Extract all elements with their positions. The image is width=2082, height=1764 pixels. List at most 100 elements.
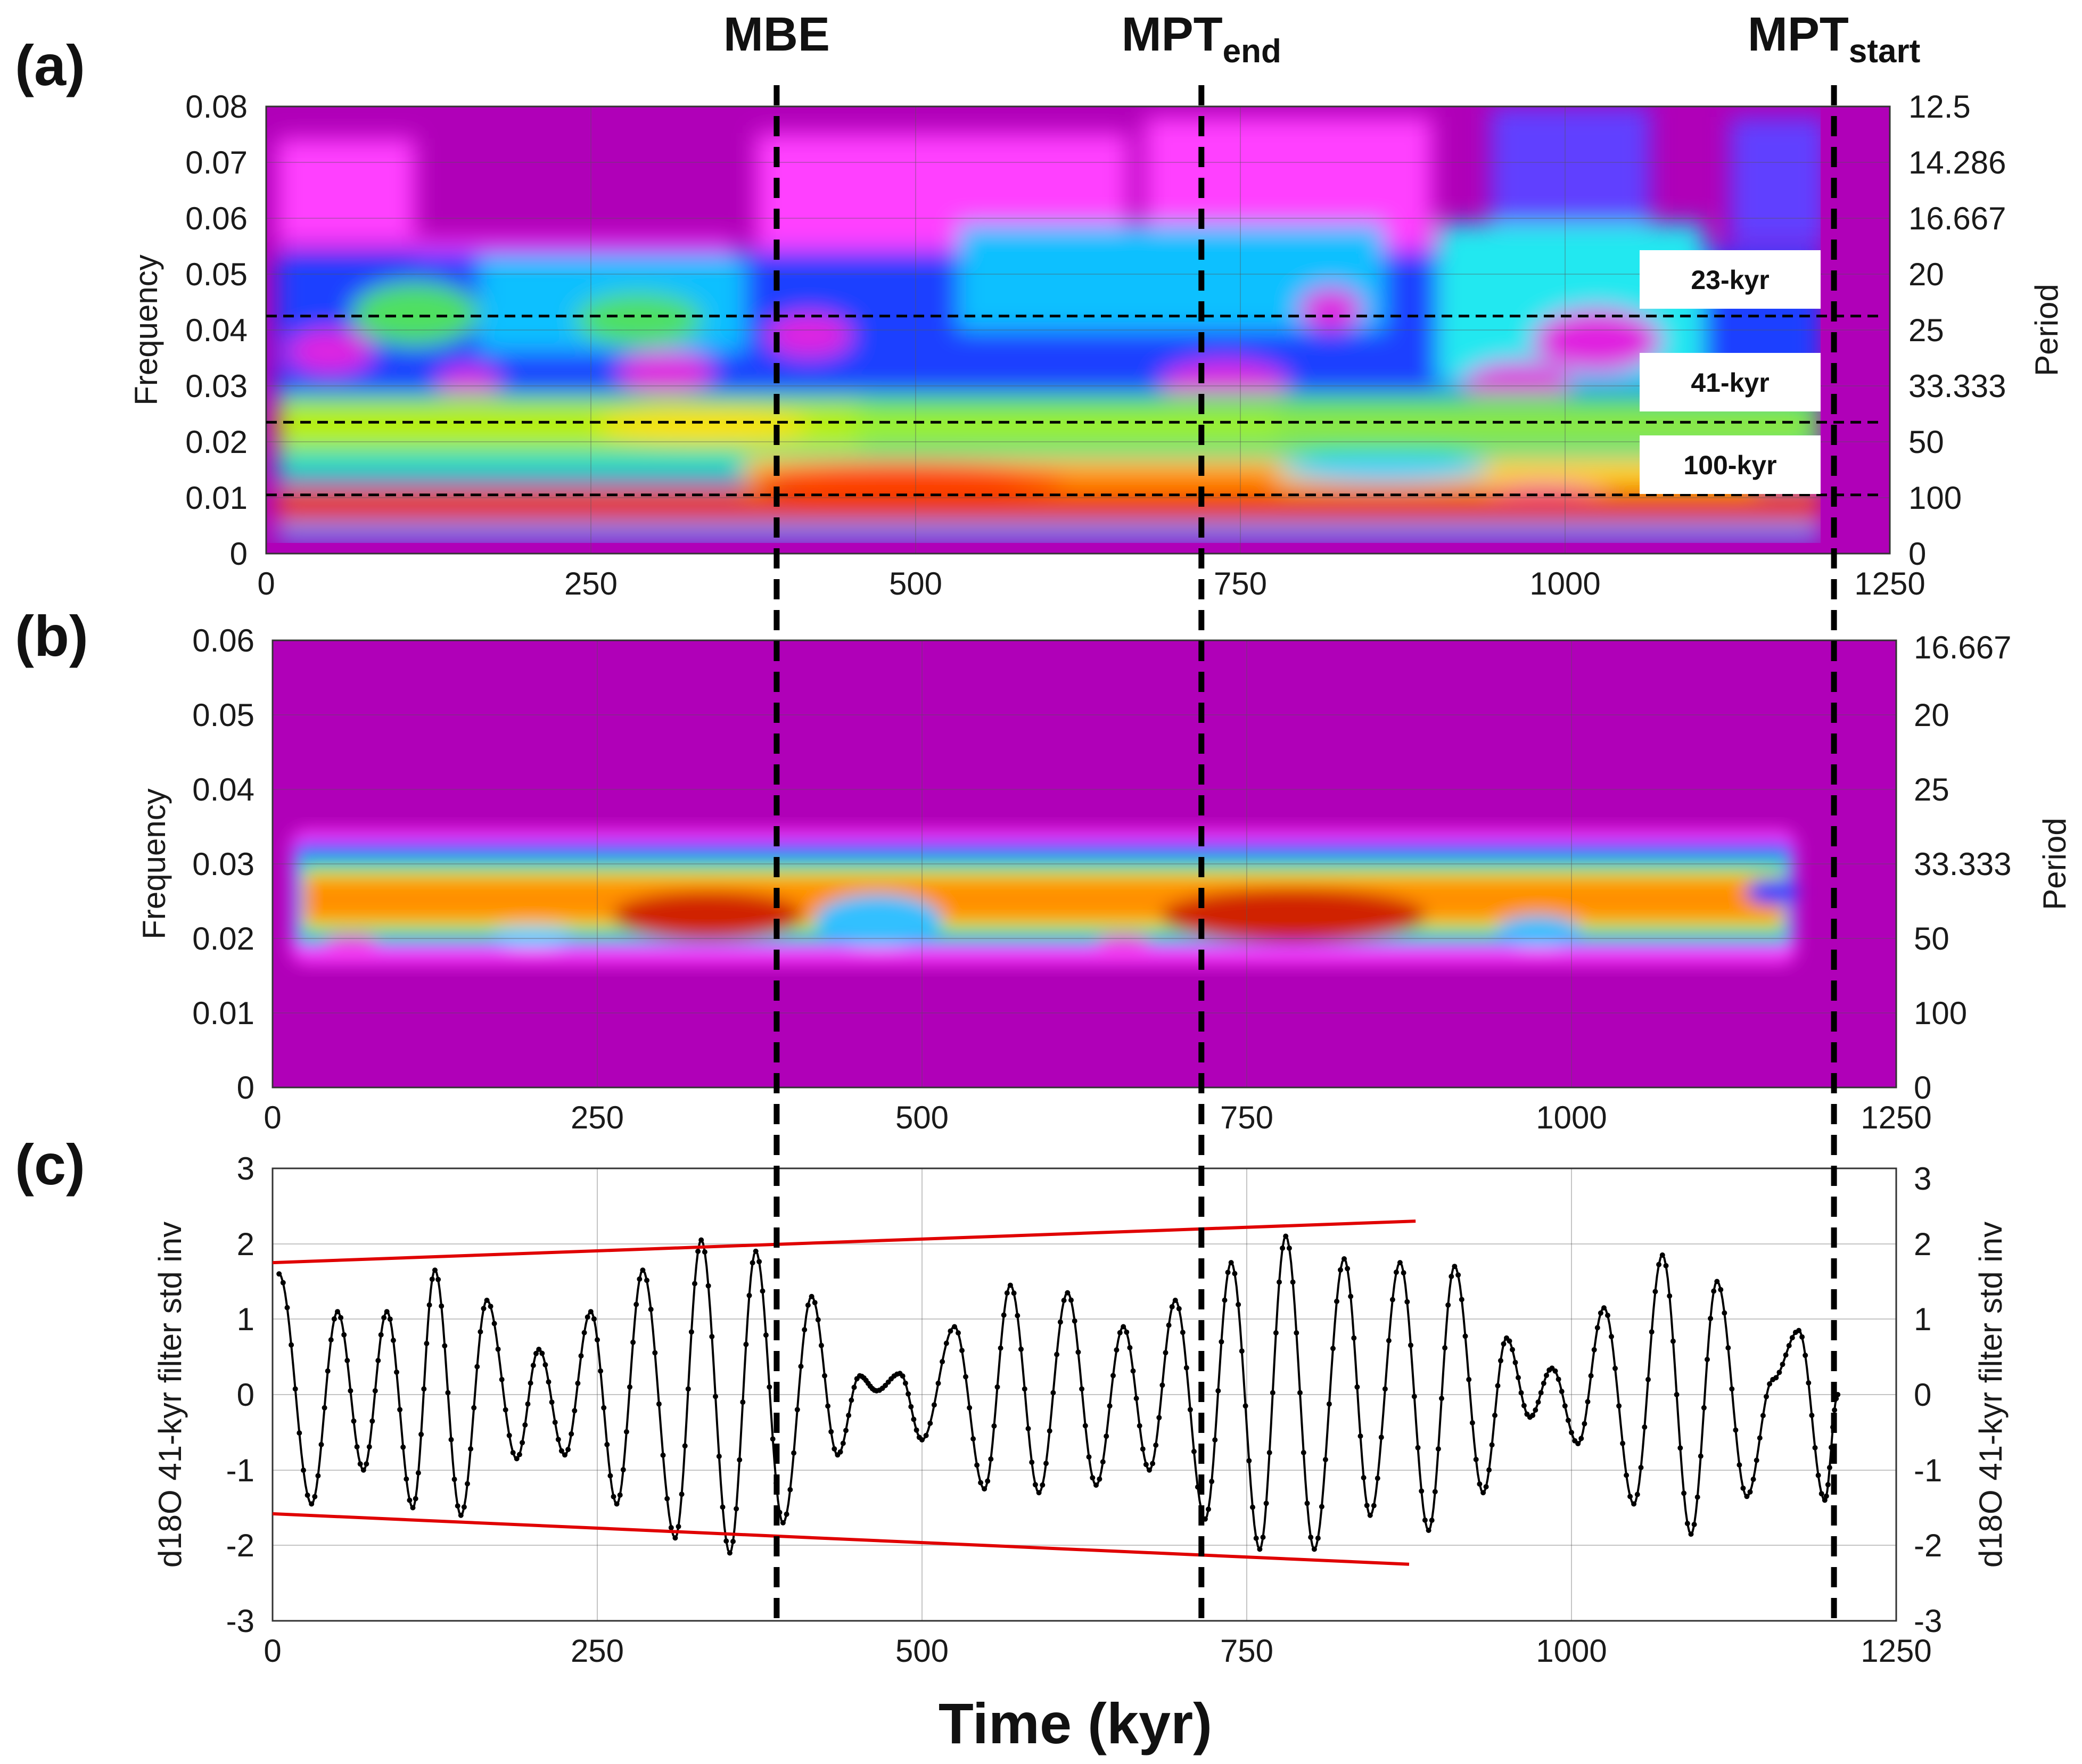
series-point [1449,1274,1454,1279]
band-label-box [1640,250,1821,309]
series-point [1280,1245,1286,1251]
series-point [682,1443,688,1449]
series-point [351,1418,357,1424]
series-point [1364,1503,1370,1509]
y-ticks-b: 0 0.01 0.02 0.03 0.04 0.05 0.06 [192,623,254,1106]
y-tick-right-c: -2 [1914,1528,1942,1563]
series-point [815,1317,821,1323]
series-point [1294,1330,1299,1336]
series-point [843,1428,849,1433]
series-point [1754,1457,1759,1463]
series-point [1411,1394,1417,1399]
band-label: 100-kyr [1683,450,1776,480]
series-point [1057,1319,1063,1325]
series-point [335,1309,340,1315]
series-point [1401,1270,1406,1276]
series-point [1439,1396,1444,1402]
series-point [1172,1297,1178,1303]
trend-line [273,1512,1410,1566]
series-point [397,1407,403,1413]
y-tick-right-a: 14.286 [1908,145,2006,180]
series-point [1538,1390,1544,1396]
plot-frame-b [271,639,1897,1089]
series-point [1215,1388,1221,1394]
series-point [822,1373,827,1379]
series-point [794,1407,800,1413]
series-point [828,1429,834,1435]
series-point [364,1461,369,1467]
series-point [1530,1413,1536,1418]
series-point [702,1249,707,1255]
y-tick-right-a: 0 [1908,536,1926,572]
series-point [633,1301,639,1307]
series-point [685,1386,691,1392]
series-point [1308,1535,1314,1540]
y-tick-b: 0.02 [192,921,254,957]
series-point [737,1457,743,1463]
y-tick-a: 0.01 [185,480,248,516]
series-point [575,1380,581,1386]
series-point [679,1491,685,1497]
x-ticks-b: 0 250 500 750 1000 1250 [264,1100,1931,1135]
x-tick-c: 500 [895,1633,949,1669]
y-tick-a: 0.03 [185,368,248,404]
y-ticks-a: 0 0.01 0.02 0.03 0.04 0.05 0.06 0.07 0.0… [185,89,248,572]
series-point [1107,1403,1113,1409]
series-point [421,1386,427,1392]
series-point [429,1276,435,1282]
series-point [1780,1362,1785,1367]
event-label-sub: end [1223,33,1281,70]
series-point [906,1391,911,1397]
series-point [372,1388,378,1394]
series-point [491,1321,497,1326]
series-point [301,1468,306,1473]
series-point [956,1330,961,1336]
series-point [474,1364,480,1370]
y-tick-right-a: 100 [1908,480,1962,516]
series-point [1783,1352,1789,1358]
series-point [1018,1346,1024,1352]
series-point [1483,1484,1489,1490]
series-point [506,1432,512,1438]
y-tick-b: 0.04 [192,772,254,807]
y-tick-right-b: 33.333 [1914,846,2012,882]
series-point [495,1346,501,1352]
series-point [695,1248,701,1254]
series-point [514,1456,520,1462]
series-point [1803,1353,1808,1358]
event-label: MBE [723,8,830,61]
y-tick-right-c: -3 [1914,1603,1942,1639]
series-point [1764,1394,1769,1399]
y-tick-right-c: 0 [1914,1377,1931,1413]
y-tick-right-b: 25 [1914,772,1949,807]
series-point [536,1347,542,1352]
series-point [1004,1290,1010,1296]
series-point [1422,1517,1428,1523]
series-point [407,1497,413,1503]
series-point [1342,1256,1347,1262]
series-point [1150,1461,1156,1466]
x-tick-a: 250 [564,566,618,601]
series-point [1708,1316,1714,1321]
x-tick-b: 1250 [1861,1100,1931,1135]
series-point [387,1316,393,1322]
series-point [1585,1399,1591,1405]
series-point [1086,1454,1092,1460]
y-axis-label-right-c: d18O 41-kyr filter std inv [1973,1222,2009,1568]
series-point [458,1512,464,1518]
series-point [705,1283,711,1289]
series-point [1393,1270,1399,1275]
series-point [1143,1462,1149,1468]
series-point [1688,1531,1694,1537]
series-point [743,1341,749,1347]
series-point [770,1436,776,1442]
series-point [1130,1368,1136,1374]
series-point [746,1292,752,1298]
series-point [1507,1338,1512,1344]
x-tick-b: 750 [1220,1100,1273,1135]
series-point [442,1343,448,1349]
series-point [727,1550,733,1556]
series-point [753,1248,759,1254]
series-point [1510,1347,1515,1353]
series-point [1455,1272,1461,1278]
